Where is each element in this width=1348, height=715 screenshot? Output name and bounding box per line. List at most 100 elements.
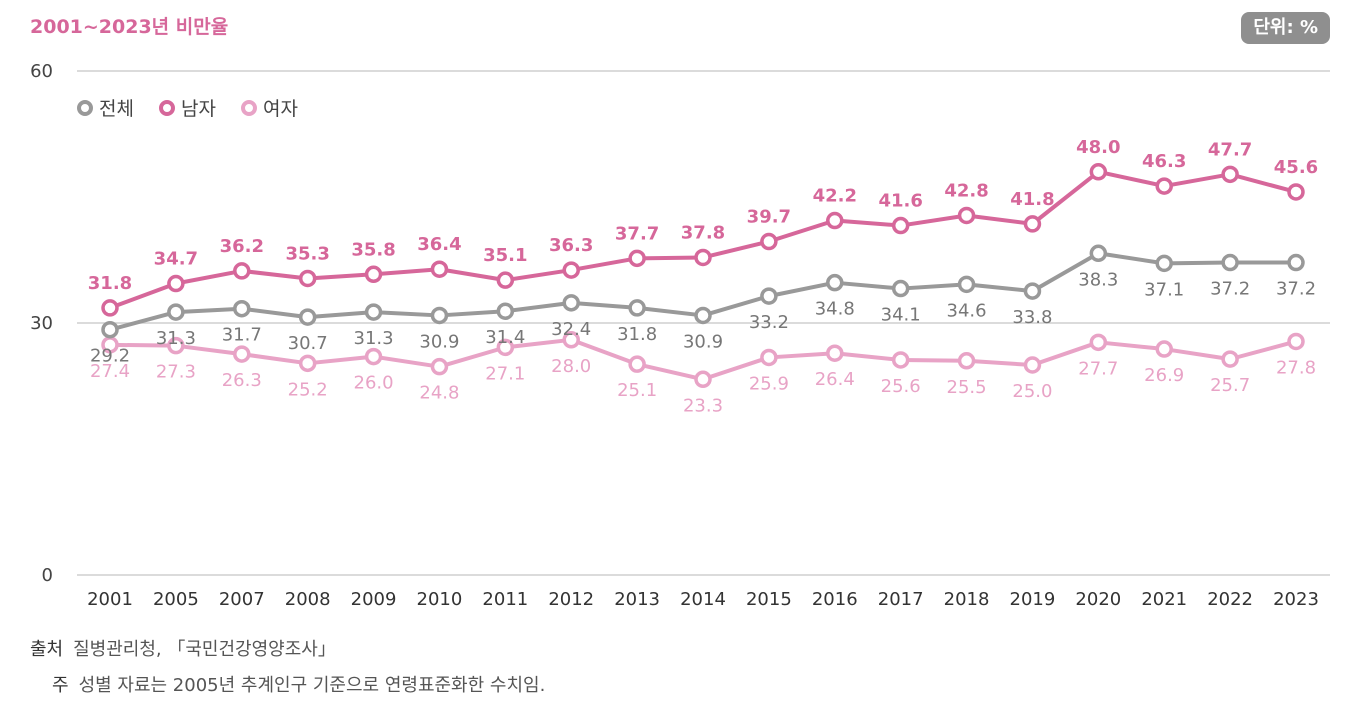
- x-tick-label: 2013: [614, 589, 660, 610]
- x-tick-label: 2021: [1141, 589, 1187, 610]
- data-label: 25.9: [749, 373, 789, 394]
- data-label: 33.2: [749, 312, 789, 333]
- data-point: [1155, 177, 1173, 195]
- data-point: [1023, 215, 1042, 233]
- data-label: 37.7: [615, 223, 659, 244]
- data-point: [1221, 165, 1239, 184]
- data-label: 36.4: [417, 234, 461, 255]
- legend-marker: [159, 100, 175, 116]
- data-point: [760, 287, 778, 305]
- data-point: [1023, 356, 1042, 374]
- data-label: 45.6: [1274, 157, 1318, 178]
- data-label: 26.0: [354, 373, 394, 394]
- data-point: [496, 271, 515, 289]
- data-label: 46.3: [1142, 151, 1186, 172]
- data-label: 26.3: [222, 370, 262, 391]
- data-point: [496, 302, 515, 320]
- data-label: 41.8: [1010, 189, 1054, 210]
- data-label: 34.7: [154, 249, 198, 270]
- x-tick-label: 2016: [812, 589, 858, 610]
- data-point: [826, 344, 844, 362]
- data-point: [1089, 163, 1108, 181]
- data-point: [760, 232, 778, 251]
- data-label: 34.6: [947, 300, 987, 321]
- data-label: 28.0: [551, 356, 591, 377]
- data-point: [826, 211, 844, 230]
- data-point: [1023, 282, 1042, 300]
- x-tick-label: 2010: [417, 589, 463, 610]
- y-tick-label: 60: [30, 61, 53, 82]
- legend-marker: [77, 100, 93, 116]
- data-label: 31.8: [88, 273, 132, 294]
- data-point: [233, 299, 251, 318]
- data-point: [760, 348, 778, 367]
- x-tick-label: 2017: [878, 589, 924, 610]
- data-label: 27.3: [156, 362, 196, 383]
- data-point: [628, 249, 646, 268]
- data-label: 37.2: [1210, 279, 1250, 300]
- data-label: 27.1: [485, 363, 525, 384]
- data-label: 37.2: [1276, 279, 1316, 300]
- data-point: [1287, 183, 1305, 201]
- y-axis-ticks: 0 30 60: [30, 61, 53, 586]
- data-label: 38.3: [1078, 269, 1118, 290]
- data-point: [430, 260, 449, 278]
- data-point: [826, 273, 844, 292]
- data-label: 33.8: [1012, 307, 1052, 328]
- data-point: [891, 216, 910, 235]
- note-text: 성별 자료는 2005년 추계인구 기준으로 연령표준화한 수치임.: [78, 675, 546, 696]
- x-tick-label: 2015: [746, 589, 792, 610]
- data-point: [562, 261, 580, 279]
- data-point: [233, 345, 251, 363]
- data-labels: 29.2 31.3 31.7 30.7 31.3 30.9 31.4 32.4 31.8 30.9…: [88, 137, 1318, 416]
- data-point: [562, 294, 580, 312]
- unit-badge: 단위: %: [1241, 12, 1330, 44]
- x-tick-label: 2022: [1207, 589, 1253, 610]
- data-label: 27.4: [90, 361, 130, 382]
- data-point: [364, 347, 383, 366]
- data-label: 25.0: [1012, 381, 1052, 402]
- series-group: [101, 163, 1305, 389]
- data-label: 35.8: [351, 239, 395, 260]
- legend-label: 여자: [263, 98, 298, 120]
- data-point: [233, 262, 251, 280]
- data-label: 30.7: [288, 333, 328, 354]
- data-point: [628, 299, 646, 317]
- data-label: 25.5: [947, 377, 987, 398]
- data-label: 25.1: [617, 380, 657, 401]
- data-label: 35.3: [285, 243, 329, 264]
- x-tick-label: 2020: [1075, 589, 1121, 610]
- data-point: [430, 357, 449, 376]
- data-point: [1155, 340, 1173, 358]
- source-label: 출처: [30, 639, 64, 660]
- y-tick-label: 30: [30, 313, 53, 334]
- legend-marker: [241, 100, 257, 116]
- data-label: 31.4: [485, 327, 525, 348]
- x-tick-label: 2009: [351, 589, 397, 610]
- data-label: 25.7: [1210, 375, 1250, 396]
- data-label: 39.7: [747, 207, 791, 228]
- data-label: 37.1: [1144, 279, 1184, 300]
- data-point: [167, 274, 185, 293]
- data-point: [167, 336, 185, 355]
- data-point: [957, 206, 976, 225]
- data-point: [298, 269, 317, 288]
- data-point: [101, 320, 119, 339]
- x-tick-label: 2008: [285, 589, 331, 610]
- data-label: 31.7: [222, 325, 262, 346]
- x-tick-label: 2023: [1273, 589, 1319, 610]
- x-tick-label: 2019: [1010, 589, 1056, 610]
- legend-label: 전체: [99, 98, 134, 120]
- data-label: 26.4: [815, 369, 855, 390]
- x-tick-label: 2001: [87, 589, 133, 610]
- legend-label: 남자: [181, 98, 216, 120]
- data-point: [1155, 254, 1173, 273]
- data-label: 34.1: [881, 305, 921, 326]
- data-point: [891, 279, 910, 298]
- source-note: 출처 질병관리청, 「국민건강영양조사」: [30, 635, 336, 661]
- data-label: 25.6: [881, 376, 921, 397]
- x-axis-ticks: 2001 2005 2007 2008 2009 2010 2011 2012 2013 2014…: [87, 589, 1319, 610]
- data-point: [430, 306, 449, 325]
- data-label: 32.4: [551, 319, 591, 340]
